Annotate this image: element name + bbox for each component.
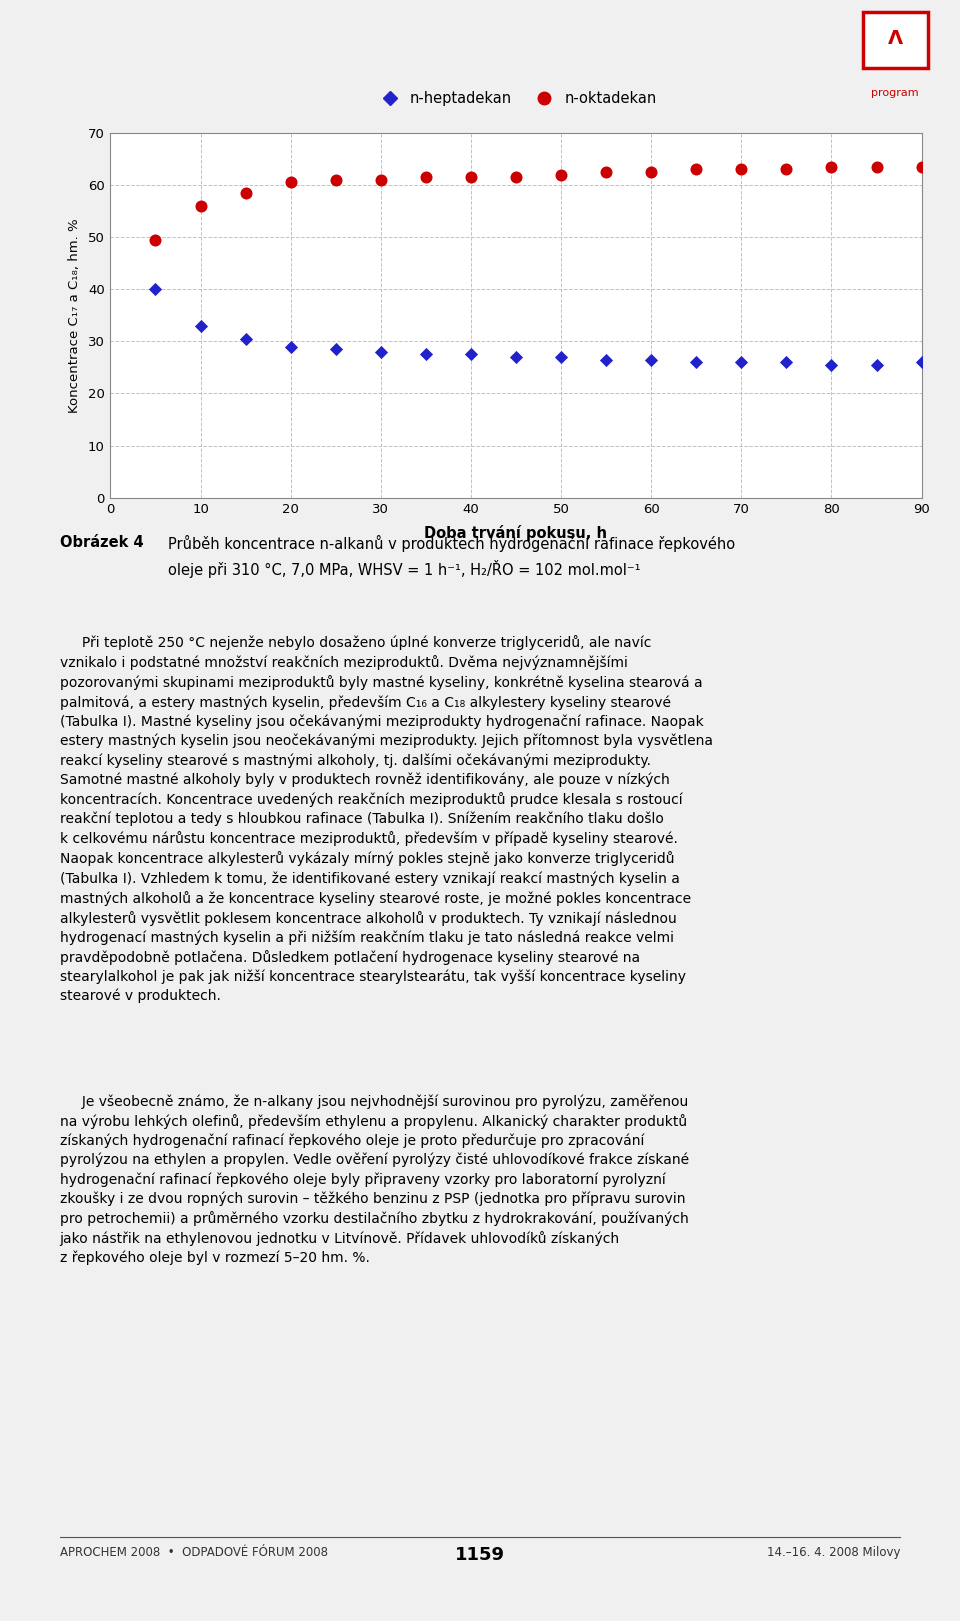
Point: [598, 159, 613, 185]
Point: [148, 276, 163, 302]
Point: [464, 342, 479, 368]
Text: Průběh koncentrace n-alkanů v produktech hydrogenační rafinace řepkového: Průběh koncentrace n-alkanů v produktech…: [168, 535, 735, 551]
Text: 14.–16. 4. 2008 Milovy: 14.–16. 4. 2008 Milovy: [767, 1546, 900, 1559]
Point: [914, 349, 929, 374]
Point: [733, 349, 749, 374]
X-axis label: Doba trvání pokusu, h: Doba trvání pokusu, h: [424, 525, 608, 540]
Point: [869, 154, 884, 180]
Point: [509, 344, 524, 370]
Point: [553, 344, 568, 370]
Point: [553, 162, 568, 188]
Text: oleje při 310 °C, 7,0 MPa, WHSV = 1 h⁻¹, H₂/ŘO = 102 mol.mol⁻¹: oleje při 310 °C, 7,0 MPa, WHSV = 1 h⁻¹,…: [168, 559, 640, 579]
Point: [238, 180, 253, 206]
Point: [914, 154, 929, 180]
Legend: n-heptadekan, n-oktadekan: n-heptadekan, n-oktadekan: [370, 86, 662, 112]
Point: [283, 170, 299, 196]
Point: [464, 164, 479, 190]
Point: [643, 347, 659, 373]
Point: [373, 339, 389, 365]
Text: Při teplotě 250 °C nejenže nebylo dosaženo úplné konverze triglyceridů, ale naví: Při teplotě 250 °C nejenže nebylo dosaže…: [60, 635, 712, 1003]
Point: [419, 342, 434, 368]
Text: program: program: [871, 88, 919, 97]
Text: Obrázek 4: Obrázek 4: [60, 535, 143, 550]
Text: Je všeobecně známo, že n-alkany jsou nejvhodnější surovinou pro pyrolýzu, zaměře: Je všeobecně známo, že n-alkany jsou nej…: [60, 1094, 688, 1266]
Point: [688, 349, 704, 374]
Point: [824, 352, 839, 378]
Point: [869, 352, 884, 378]
Text: 1159: 1159: [455, 1546, 505, 1564]
Point: [283, 334, 299, 360]
Point: [328, 167, 344, 193]
Point: [598, 347, 613, 373]
Point: [824, 154, 839, 180]
Point: [688, 157, 704, 183]
Point: [373, 167, 389, 193]
Point: [779, 157, 794, 183]
Point: [193, 313, 208, 339]
Point: [148, 227, 163, 253]
Point: [328, 336, 344, 361]
Point: [779, 349, 794, 374]
Point: [238, 326, 253, 352]
Point: [509, 164, 524, 190]
Y-axis label: Koncentrace C₁₇ a C₁₈, hm. %: Koncentrace C₁₇ a C₁₈, hm. %: [68, 217, 81, 413]
Text: APROCHEM 2008  •  ODPADOVÉ FÓRUM 2008: APROCHEM 2008 • ODPADOVÉ FÓRUM 2008: [60, 1546, 327, 1559]
Point: [733, 157, 749, 183]
Point: [419, 164, 434, 190]
FancyBboxPatch shape: [863, 11, 927, 68]
Point: [643, 159, 659, 185]
Point: [193, 193, 208, 219]
Text: Λ: Λ: [888, 29, 902, 49]
